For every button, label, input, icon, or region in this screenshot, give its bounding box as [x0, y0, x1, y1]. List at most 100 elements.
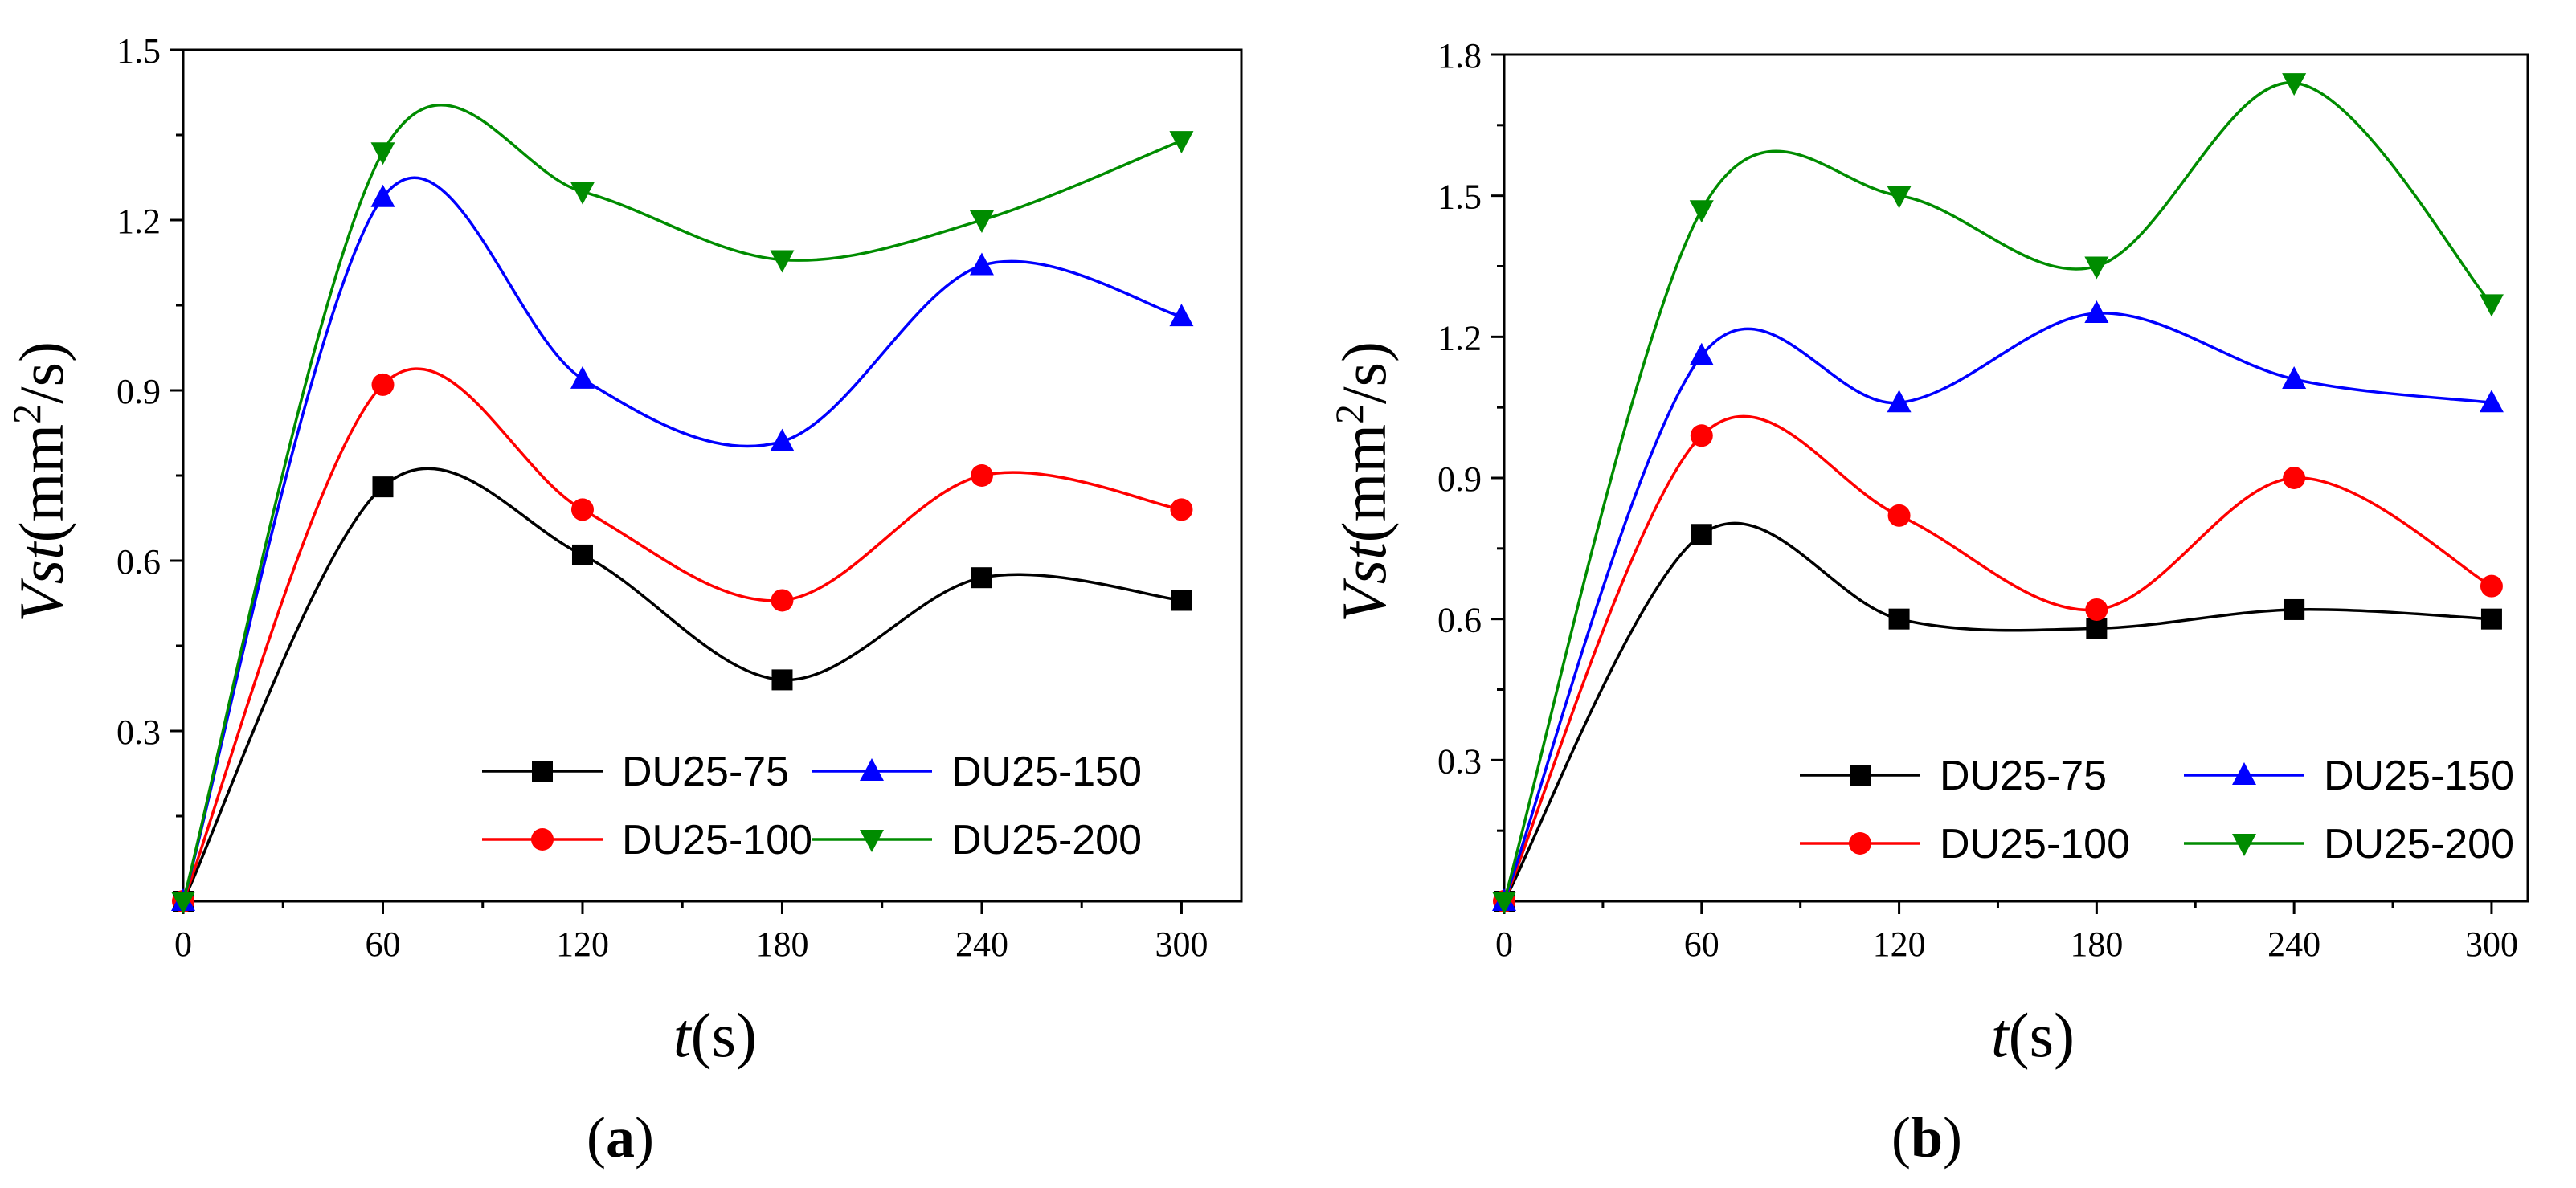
y-axis-label: Vst(mm2/s)	[4, 341, 76, 623]
data-point	[969, 252, 994, 276]
legend-label: DU25-150	[2324, 753, 2514, 799]
panel-label: (b)	[1891, 1105, 1962, 1170]
y-tick-label: 0.3	[117, 712, 161, 752]
legend-label: DU25-75	[1940, 753, 2107, 799]
legend-label: DU25-100	[622, 817, 812, 863]
x-tick-label: 60	[365, 925, 400, 964]
x-tick-label: 120	[1873, 925, 1926, 964]
legend: DU25-75 DU25-150 DU25-100 DU25-200	[482, 749, 1142, 863]
data-point	[1887, 504, 1911, 527]
data-point	[2084, 300, 2109, 324]
x-axis-label-unit: (s)	[2009, 1000, 2075, 1070]
panel-label: (a)	[587, 1105, 654, 1170]
data-point	[2283, 467, 2306, 489]
data-point	[1888, 608, 1910, 630]
data-point	[969, 210, 994, 233]
x-axis-label: t(s)	[673, 1000, 757, 1070]
y-tick-label: 1.5	[1437, 178, 1482, 217]
legend-entry-DU25-100: DU25-100	[482, 817, 812, 863]
y-tick-label: 1.8	[1437, 36, 1482, 76]
data-point	[2480, 574, 2503, 598]
data-point	[570, 498, 594, 521]
y-axis-label-tail: /s)	[6, 341, 76, 404]
legend-entry-DU25-150: DU25-150	[2184, 753, 2514, 799]
legend-marker	[1849, 832, 1871, 855]
x-axis-label-unit: (s)	[691, 1000, 757, 1070]
legend-marker	[860, 830, 884, 852]
x-axis-label: t(s)	[1991, 1000, 2075, 1070]
data-point	[2282, 73, 2307, 96]
data-point	[1170, 498, 1193, 521]
legend-label: DU25-200	[2324, 821, 2514, 868]
data-point	[2284, 598, 2305, 620]
x-tick-label: 240	[955, 925, 1008, 964]
data-point	[970, 464, 993, 487]
data-point	[1169, 304, 1194, 327]
data-point	[1691, 524, 1712, 545]
y-tick-label: 1.2	[117, 202, 161, 241]
y-tick-label: 0.3	[1437, 741, 1482, 781]
series-DU25-150	[171, 176, 1194, 911]
legend-entry-DU25-100: DU25-100	[1800, 821, 2130, 868]
data-point	[2085, 598, 2108, 621]
x-tick-label: 180	[755, 925, 808, 964]
x-tick-label: 0	[174, 925, 192, 964]
x-tick-label: 300	[2465, 925, 2518, 964]
data-point	[1689, 200, 1714, 223]
panel-label-open: (	[1891, 1105, 1911, 1170]
data-point	[770, 428, 795, 451]
legend-entry-DU25-200: DU25-200	[2184, 821, 2514, 868]
data-point	[370, 142, 395, 165]
data-point	[1690, 424, 1713, 447]
data-point	[2479, 390, 2504, 413]
data-point	[171, 892, 195, 914]
data-point	[2084, 256, 2109, 280]
series-DU25-100	[172, 367, 1193, 912]
legend-label: DU25-100	[1940, 821, 2130, 868]
x-axis-label-symbol: t	[673, 1000, 693, 1070]
data-point	[370, 184, 395, 207]
x-axis-label-symbol: t	[1991, 1000, 2010, 1070]
legend-label: DU25-200	[951, 817, 1142, 863]
panel-label-letter: b	[1911, 1105, 1943, 1170]
chart-panel-b: 0 60 120 180 240 300 0.3 0.6 0.9 1.2 1.5 1.8 Vst(mm2…	[1327, 36, 2529, 1170]
legend-marker	[531, 828, 554, 851]
legend-marker	[860, 758, 884, 781]
panel-label-letter: a	[606, 1105, 635, 1170]
data-point	[371, 373, 395, 396]
series-DU25-100	[1493, 414, 2503, 912]
y-axis-label-symbol: Vst	[1329, 541, 1399, 623]
legend-entry-DU25-75: DU25-75	[482, 749, 789, 795]
x-tick-label: 120	[556, 925, 609, 964]
y-tick-label: 1.5	[117, 31, 161, 71]
legend-entry-DU25-150: DU25-150	[812, 749, 1142, 795]
y-axis-label: Vst(mm2/s)	[1327, 341, 1399, 623]
legend: DU25-75 DU25-150 DU25-100 DU25-200	[1800, 753, 2514, 868]
data-point	[771, 669, 793, 691]
legend-marker	[1850, 765, 1871, 786]
data-point	[770, 250, 795, 273]
series-DU25-200	[1492, 73, 2504, 914]
panel-label-close: )	[635, 1105, 654, 1170]
data-point	[1887, 390, 1912, 413]
y-tick-label: 0.6	[117, 542, 161, 582]
legend-marker	[2232, 834, 2256, 856]
data-point	[2086, 618, 2108, 639]
y-axis-label-superscript: 2	[1327, 404, 1372, 424]
data-point	[570, 182, 595, 205]
x-tick-label: 300	[1155, 925, 1208, 964]
y-axis-label-unit: (mm	[1329, 424, 1399, 542]
y-axis-label-tail: /s)	[1329, 341, 1399, 404]
y-axis-label-symbol: Vst	[6, 541, 76, 623]
x-tick-label: 0	[1495, 925, 1513, 964]
data-point	[1169, 131, 1194, 154]
x-tick-label: 180	[2070, 925, 2123, 964]
series-line	[1503, 312, 2492, 902]
panel-label-open: (	[587, 1105, 606, 1170]
y-axis-label-unit: (mm	[6, 424, 76, 542]
data-point	[372, 476, 394, 498]
series-DU25-200	[171, 104, 1194, 914]
y-tick-label: 0.6	[1437, 601, 1482, 640]
data-point	[1171, 590, 1192, 611]
